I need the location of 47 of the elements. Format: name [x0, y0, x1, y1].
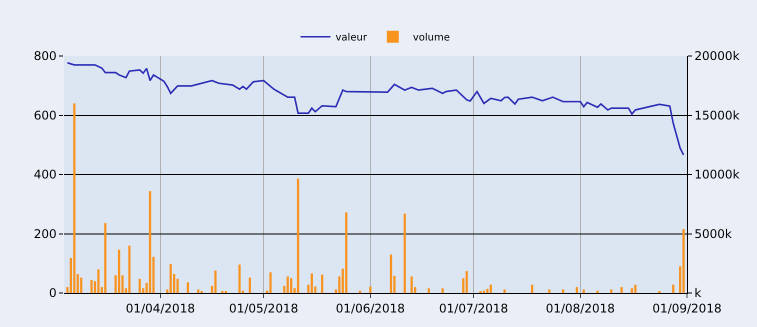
- y2-tick-label: 20000k: [694, 49, 740, 64]
- x-tick-label: 01/05/2018: [229, 301, 298, 316]
- x-tick-label: 01/06/2018: [336, 301, 405, 316]
- y2-tick-label: 5000k: [694, 226, 732, 241]
- y-tick-label: 200: [34, 226, 57, 241]
- legend-label: volume: [412, 32, 450, 44]
- bar: [345, 212, 348, 293]
- bar: [90, 280, 93, 293]
- y-tick-label: 0: [48, 286, 57, 300]
- x-tick-label: 01/07/2018: [439, 301, 508, 316]
- legend-label: valeur: [336, 32, 368, 44]
- bar: [428, 288, 430, 293]
- y-tick-label: 400: [34, 168, 57, 182]
- bar: [466, 271, 468, 293]
- y2-tick-label: k: [694, 286, 702, 300]
- x-tick-label: 01/08/2018: [546, 301, 615, 316]
- bar: [80, 278, 82, 293]
- bar: [310, 273, 313, 293]
- bar: [369, 286, 372, 293]
- bar: [490, 284, 492, 293]
- bar: [290, 278, 292, 293]
- bar: [296, 178, 300, 293]
- x-tick-label: 01/04/2018: [126, 301, 195, 316]
- y2-tick-label: 10000k: [694, 168, 740, 182]
- x-tick-label: 01/09/2018: [652, 301, 722, 316]
- y-tick-label: 800: [34, 49, 57, 64]
- bar: [138, 278, 141, 293]
- bar: [620, 287, 623, 293]
- bar: [286, 276, 289, 293]
- bar: [634, 284, 636, 293]
- y-tick-label: 600: [34, 108, 57, 122]
- bar: [73, 103, 76, 293]
- y2-tick-label: 15000k: [694, 108, 740, 122]
- bar: [530, 284, 534, 293]
- bar: [404, 214, 406, 293]
- bar: [548, 289, 550, 293]
- bar: [170, 264, 172, 293]
- bar: [610, 289, 612, 293]
- bar: [410, 276, 413, 293]
- line-series: [66, 62, 684, 156]
- bar: [104, 223, 106, 293]
- bar: [672, 284, 674, 293]
- bar: [248, 278, 251, 293]
- bar: [582, 289, 585, 293]
- bar: [576, 287, 578, 293]
- bar: [321, 274, 324, 293]
- bar: [197, 289, 200, 293]
